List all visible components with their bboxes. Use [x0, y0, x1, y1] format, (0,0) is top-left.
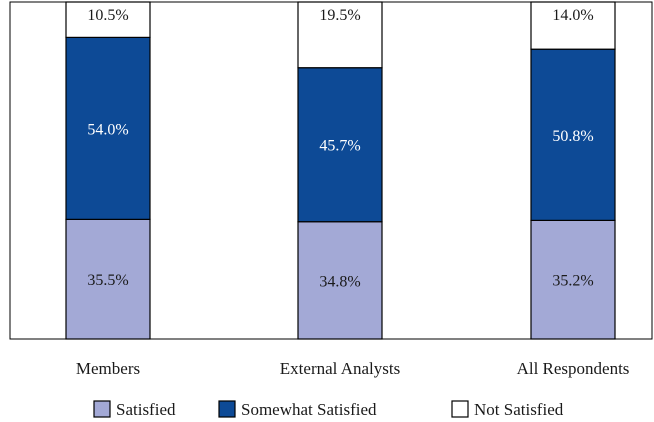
legend-swatch-somewhat-satisfied [218, 400, 236, 418]
category-labels: Members External Analysts All Respondents [76, 359, 630, 378]
data-label-members-satisfied: 35.5% [87, 272, 128, 289]
bar-external-analysts-not-satisfied [297, 1, 383, 69]
bar-all-respondents-satisfied [530, 219, 616, 340]
data-label-members-somewhat-satisfied: 54.0% [87, 121, 128, 138]
legend-label-somewhat-satisfied: Somewhat Satisfied [241, 400, 377, 419]
bar-members-somewhat-satisfied [65, 36, 151, 220]
data-label-external-analysts-somewhat-satisfied: 45.7% [319, 138, 360, 155]
category-label-members: Members [76, 359, 140, 378]
legend-label-satisfied: Satisfied [116, 400, 176, 419]
bar-all-respondents-somewhat-satisfied [530, 48, 616, 221]
data-label-external-analysts-not-satisfied: 19.5% [319, 7, 360, 24]
data-label-external-analysts-satisfied: 34.8% [319, 273, 360, 290]
data-label-all-respondents-satisfied: 35.2% [552, 273, 593, 290]
data-label-all-respondents-somewhat-satisfied: 50.8% [552, 128, 593, 145]
legend-swatch-not-satisfied [451, 400, 469, 418]
data-label-all-respondents-not-satisfied: 14.0% [552, 7, 593, 24]
bar-external-analysts-satisfied [297, 221, 383, 340]
category-label-all-respondents: All Respondents [517, 359, 630, 378]
category-label-external-analysts: External Analysts [280, 359, 400, 378]
legend-swatch-satisfied [93, 400, 111, 418]
bar-all-respondents-not-satisfied [530, 1, 616, 50]
legend: Satisfied Somewhat Satisfied Not Satisfied [93, 400, 564, 419]
bars-group: 35.5% 54.0% 10.5% 34.8% 45.7% 19.5% 35.2% 50.8%… [65, 1, 616, 340]
legend-label-not-satisfied: Not Satisfied [474, 400, 564, 419]
bar-external-analysts-somewhat-satisfied [297, 67, 383, 223]
data-label-members-not-satisfied: 10.5% [87, 7, 128, 24]
bar-members-not-satisfied [65, 1, 151, 38]
